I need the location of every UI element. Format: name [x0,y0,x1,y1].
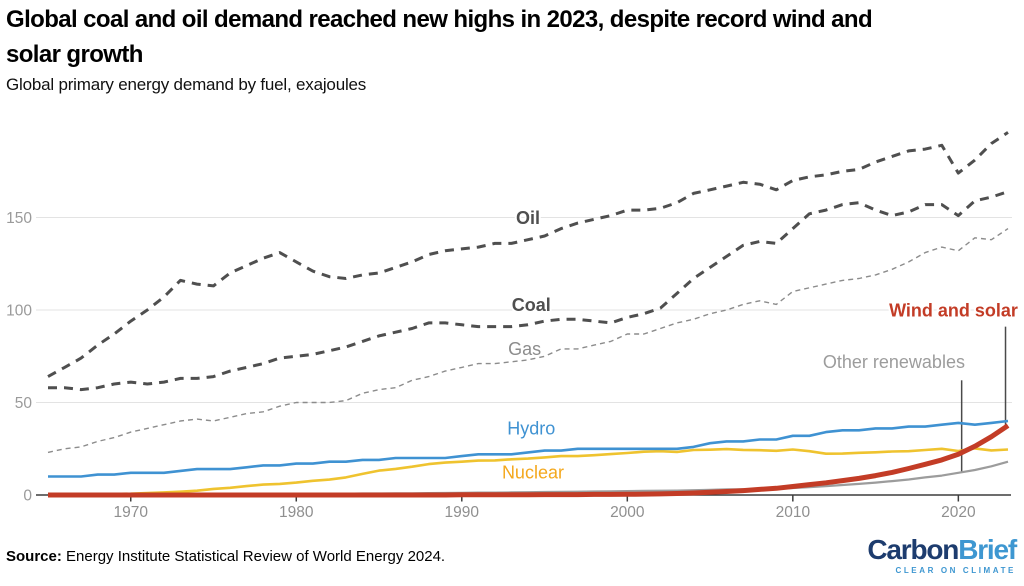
y-tick-label-150: 150 [6,210,32,227]
source-note: Source: Energy Institute Statistical Rev… [6,548,445,565]
source-text: Energy Institute Statistical Review of W… [61,548,446,565]
y-tick-label-50: 50 [15,395,33,412]
x-tick-label-2010: 2010 [776,504,811,521]
series-line-gas [47,228,1009,454]
x-tick-label-2020: 2020 [941,504,976,521]
page-title-line2: solar growth [6,41,143,68]
x-tick-label-1970: 1970 [114,504,149,521]
y-tick-label-100: 100 [6,302,32,319]
series-line-nuclear [47,447,1009,496]
page-title-line1: Global coal and oil demand reached new h… [6,6,873,33]
x-tick-label-1990: 1990 [445,504,480,521]
series-label-gas: Gas [508,339,541,359]
logo-tagline: CLEAR ON CLIMATE [895,566,1016,575]
carbonbrief-logo: CarbonBrief CLEAR ON CLIMATE [867,534,1017,575]
logo-carbon: Carbon [867,534,959,565]
series-label-wind-and-solar: Wind and solar [889,300,1018,320]
series-label-other-renewables: Other renewables [823,352,965,372]
series-line-wind-and-solar [48,423,1010,498]
x-tick-label-1980: 1980 [279,504,314,521]
chart-subtitle: Global primary energy demand by fuel, ex… [6,75,367,94]
series-line-coal [48,190,1009,392]
series-label-nuclear: Nuclear [502,463,564,483]
x-tick-label-2000: 2000 [610,504,645,521]
logo-brief: Brief [958,534,1017,565]
series-line-oil [47,131,1009,378]
series-label-oil: Oil [516,208,540,228]
series-label-coal: Coal [512,295,551,315]
series-label-hydro: Hydro [507,419,555,439]
series-line-hydro [48,419,1009,478]
carbonbrief-wordmark: CarbonBrief [867,534,1017,565]
page-title: Global coal and oil demand reached new h… [6,2,873,72]
y-tick-label-0: 0 [23,487,32,504]
source-label: Source: [6,548,62,565]
